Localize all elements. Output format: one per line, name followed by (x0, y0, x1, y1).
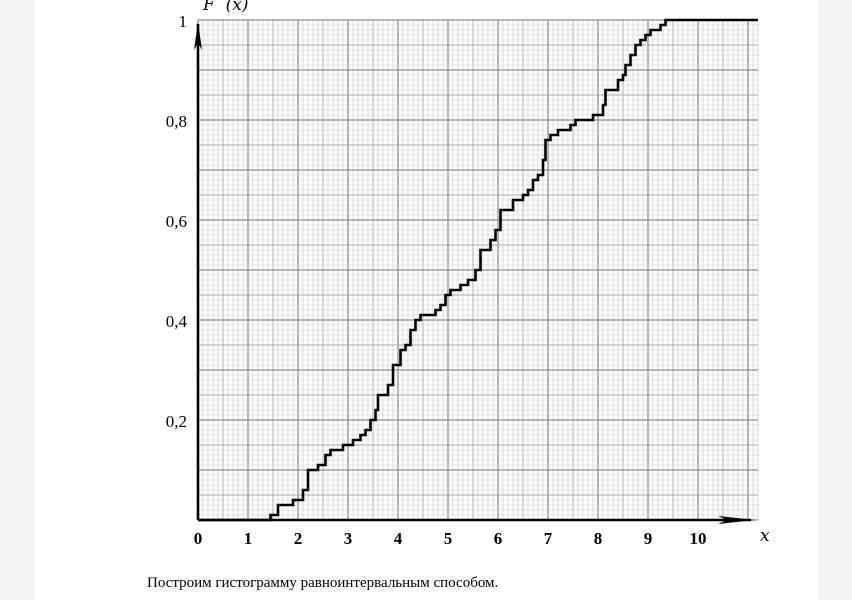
x-tick-label: 1 (244, 529, 253, 548)
x-tick-label: 10 (690, 529, 707, 548)
y-axis-arrow (194, 22, 202, 50)
y-tick-label: 0,2 (166, 412, 187, 431)
x-axis-arrow (718, 516, 755, 524)
x-tick-label: 4 (394, 529, 403, 548)
y-tick-label: 0,4 (166, 312, 188, 331)
document-page: 0,2 0,4 0,6 0,8 1 0 1 2 3 4 5 6 7 8 9 10 F (x) x Постро… (35, 0, 818, 600)
y-tick-label: 1 (179, 12, 188, 31)
cdf-series-line (198, 18, 758, 522)
axes (194, 22, 755, 524)
x-axis-label: x (760, 526, 770, 546)
x-tick-label: 3 (344, 529, 353, 548)
x-tick-label: 0 (194, 529, 203, 548)
x-tick-label: 8 (594, 529, 603, 548)
caption-text: Построим гистограмму равноинтервальным с… (147, 575, 499, 591)
grid (197, 19, 759, 521)
cdf-step-chart: 0,20,40,60,810 1 2 3 4 5 6 7 8 9 10 F (x) x (166, 0, 770, 548)
x-tick-label: 6 (494, 529, 503, 548)
x-tick-label: 7 (544, 529, 553, 548)
x-tick-label: 2 (294, 529, 303, 548)
tick-labels: 0,20,40,60,810 1 2 3 4 5 6 7 8 9 10 (166, 12, 707, 548)
x-tick-label: 9 (644, 529, 653, 548)
y-tick-label: 0,8 (166, 112, 187, 131)
x-tick-label: 5 (444, 529, 453, 548)
y-axis-label: F (x) (202, 0, 248, 15)
y-tick-label: 0,6 (166, 212, 187, 231)
